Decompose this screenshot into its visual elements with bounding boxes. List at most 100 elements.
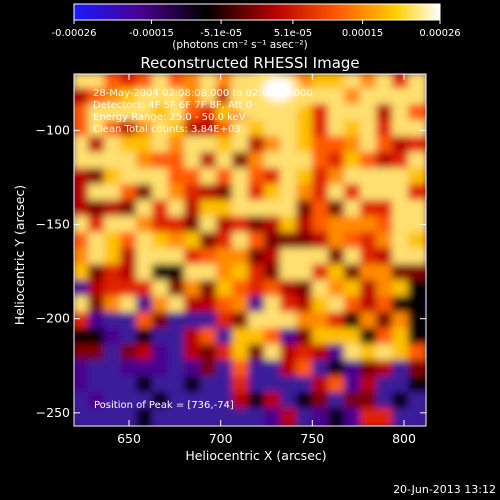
- heatmap-cell: [296, 312, 316, 332]
- heatmap-cell: [74, 328, 92, 348]
- heatmap-cell: [88, 328, 108, 348]
- heatmap-cell: [74, 88, 92, 108]
- heatmap-cell: [200, 74, 220, 92]
- heatmap-cell: [120, 408, 140, 426]
- heatmap-cell: [216, 264, 236, 284]
- colorbar-tick-label: -0.00026: [52, 28, 97, 39]
- heatmap-cell: [376, 104, 396, 124]
- heatmap-cell: [376, 200, 396, 220]
- heatmap-cell: [264, 328, 284, 348]
- heatmap-cell: [232, 264, 252, 284]
- heatmap-cell: [200, 120, 220, 140]
- heatmap-cell: [344, 248, 364, 268]
- heatmap-cell: [392, 376, 412, 396]
- heatmap-cell: [184, 312, 204, 332]
- colorbar-tick-label: -0.00015: [129, 28, 174, 39]
- heatmap-cell: [344, 376, 364, 396]
- heatmap-cell: [296, 392, 316, 412]
- heatmap-cell: [168, 264, 188, 284]
- heatmap-cell: [104, 296, 124, 316]
- heatmap-cell: [408, 168, 426, 188]
- heatmap-cell: [360, 104, 380, 124]
- heatmap-cell: [360, 328, 380, 348]
- heatmap-cell: [104, 392, 124, 412]
- heatmap-cell: [184, 232, 204, 252]
- heatmap-cell: [216, 232, 236, 252]
- heatmap-cell: [344, 216, 364, 236]
- heatmap-cell: [200, 344, 220, 364]
- heatmap-cell: [280, 312, 300, 332]
- heatmap-cell: [168, 74, 188, 92]
- heatmap-cell: [408, 200, 426, 220]
- heatmap-cell: [136, 184, 156, 204]
- heatmap-cell: [360, 264, 380, 284]
- heatmap-cell: [408, 296, 426, 316]
- heatmap-cell: [360, 120, 380, 140]
- heatmap-cell: [104, 168, 124, 188]
- peak-core: [262, 77, 295, 102]
- heatmap-cell: [392, 200, 412, 220]
- heatmap-cell: [184, 360, 204, 380]
- heatmap-cell: [136, 168, 156, 188]
- heatmap-cell: [296, 376, 316, 396]
- heatmap-cell: [74, 104, 92, 124]
- heatmap-cell: [184, 296, 204, 316]
- heatmap-cell: [296, 328, 316, 348]
- heatmap-cell: [408, 328, 426, 348]
- chart-title: Reconstructed RHESSI Image: [140, 54, 359, 72]
- heatmap-cell: [248, 392, 268, 412]
- heatmap-cell: [232, 216, 252, 236]
- heatmap-cell: [376, 120, 396, 140]
- heatmap-cell: [376, 232, 396, 252]
- heatmap-cell: [136, 264, 156, 284]
- heatmap-cell: [328, 74, 348, 92]
- heatmap-cell: [152, 344, 172, 364]
- heatmap-cell: [200, 152, 220, 172]
- heatmap-cell: [264, 264, 284, 284]
- heatmap-cell: [152, 136, 172, 156]
- heatmap-cell: [296, 248, 316, 268]
- heatmap-cell: [88, 344, 108, 364]
- heatmap-cell: [264, 280, 284, 300]
- heatmap-cell: [152, 104, 172, 124]
- heatmap-cell: [376, 248, 396, 268]
- colorbar-tick-label: 5.1e-05: [274, 28, 312, 39]
- heatmap-cell: [312, 104, 332, 124]
- heatmap-cell: [312, 216, 332, 236]
- heatmap-cell: [184, 280, 204, 300]
- heatmap-cell: [232, 408, 252, 426]
- heatmap-cell: [280, 168, 300, 188]
- heatmap-cell: [184, 264, 204, 284]
- heatmap-cell: [136, 408, 156, 426]
- heatmap-cell: [200, 216, 220, 236]
- heatmap-cell: [152, 296, 172, 316]
- heatmap-cell: [328, 120, 348, 140]
- heatmap-cell: [216, 184, 236, 204]
- heatmap-cell: [344, 312, 364, 332]
- heatmap-cell: [264, 312, 284, 332]
- x-tick-label: 650: [117, 431, 141, 446]
- heatmap-cell: [168, 280, 188, 300]
- heatmap-cell: [168, 296, 188, 316]
- heatmap-cell: [376, 88, 396, 108]
- heatmap-cell: [88, 120, 108, 140]
- heatmap-cell: [152, 376, 172, 396]
- heatmap-cell: [136, 104, 156, 124]
- heatmap-cell: [168, 184, 188, 204]
- heatmap-cell: [344, 232, 364, 252]
- heatmap-cell: [344, 120, 364, 140]
- heatmap-cell: [74, 136, 92, 156]
- heatmap-cell: [408, 376, 426, 396]
- heatmap-cell: [184, 408, 204, 426]
- heatmap-cell: [408, 216, 426, 236]
- heatmap-cell: [120, 264, 140, 284]
- heatmap-cell: [328, 392, 348, 412]
- heatmap-cell: [120, 232, 140, 252]
- heatmap-cell: [344, 200, 364, 220]
- heatmap-cell: [184, 248, 204, 268]
- heatmap-cell: [264, 296, 284, 316]
- heatmap-cell: [216, 120, 236, 140]
- heatmap-cell: [376, 344, 396, 364]
- heatmap-cell: [168, 344, 188, 364]
- heatmap-cell: [328, 280, 348, 300]
